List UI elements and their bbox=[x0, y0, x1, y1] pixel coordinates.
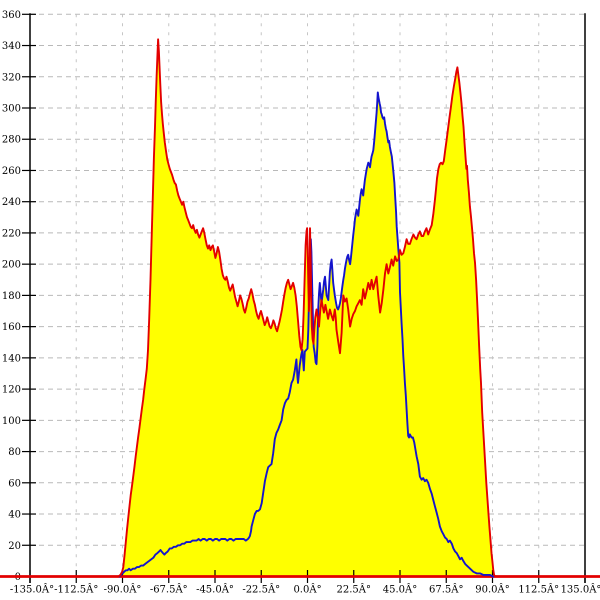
series-fill-areas bbox=[30, 39, 585, 577]
x-axis-label: 90.0Â° bbox=[475, 584, 510, 596]
y-axis-label: 160 bbox=[2, 322, 21, 333]
y-axis-label: 360 bbox=[2, 10, 21, 21]
y-axis-label: 260 bbox=[2, 166, 21, 177]
y-axis-label: 320 bbox=[2, 72, 21, 83]
blue-distribution-curve bbox=[29, 91, 586, 578]
red-distribution-curve bbox=[29, 38, 586, 578]
x-axis-label: 135.0Â° bbox=[561, 584, 600, 596]
y-axis-label: 80 bbox=[8, 447, 21, 458]
x-axis-label: 67.5Â° bbox=[429, 584, 464, 596]
x-axis-label: 0.0Â° bbox=[293, 584, 321, 596]
y-axis-label: 220 bbox=[2, 228, 21, 239]
x-axis-label: -135.0Â° bbox=[10, 584, 54, 596]
x-axis-label: 45.0Â° bbox=[383, 584, 418, 596]
series-curves bbox=[29, 38, 586, 578]
axis-labels: 360 340 320 300 280 260 240 220 200 180 160 140 120 1… bbox=[2, 10, 600, 596]
y-axis-label: 40 bbox=[8, 510, 21, 521]
y-axis-label: 20 bbox=[8, 541, 21, 552]
y-axis-label: 340 bbox=[2, 41, 21, 52]
x-axis-label: -90.0Â° bbox=[104, 584, 142, 596]
red-distribution-fill bbox=[30, 39, 585, 577]
y-axis-label: 280 bbox=[2, 135, 21, 146]
y-axis-label: 180 bbox=[2, 291, 21, 302]
y-axis-label: 240 bbox=[2, 197, 21, 208]
y-axis-label: 120 bbox=[2, 385, 21, 396]
x-axis-label: -112.5Â° bbox=[54, 584, 98, 596]
y-axis-label: 60 bbox=[8, 478, 21, 489]
x-axis-label: 22.5Â° bbox=[337, 584, 372, 596]
x-axis-label: -22.5Â° bbox=[242, 584, 280, 596]
y-axis-label: 140 bbox=[2, 353, 21, 364]
x-axis-label: -45.0Â° bbox=[196, 584, 234, 596]
x-axis-label: 112.5Â° bbox=[518, 584, 559, 596]
y-axis-label: 100 bbox=[2, 416, 21, 427]
x-axis-label: -67.5Â° bbox=[150, 584, 188, 596]
y-axis-label: 200 bbox=[2, 260, 21, 271]
y-axis-label: 300 bbox=[2, 104, 21, 115]
